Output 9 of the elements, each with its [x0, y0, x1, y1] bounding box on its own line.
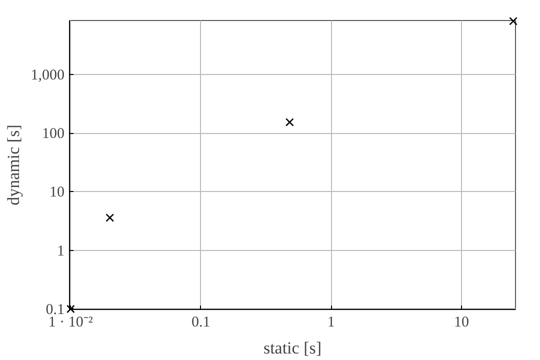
x-tick-label: 1	[327, 314, 335, 330]
x-tick-label: 10	[454, 314, 469, 330]
y-tick-label: 100	[42, 126, 64, 142]
y-axis-title: dynamic [s]	[4, 124, 23, 206]
x-tick-label: 0.1	[192, 314, 210, 330]
y-tick-label: 1	[57, 243, 64, 260]
x-axis-title: static [s]	[263, 338, 322, 358]
y-tick-label: 1,000	[30, 67, 64, 84]
y-tick-label: 10	[50, 184, 64, 201]
